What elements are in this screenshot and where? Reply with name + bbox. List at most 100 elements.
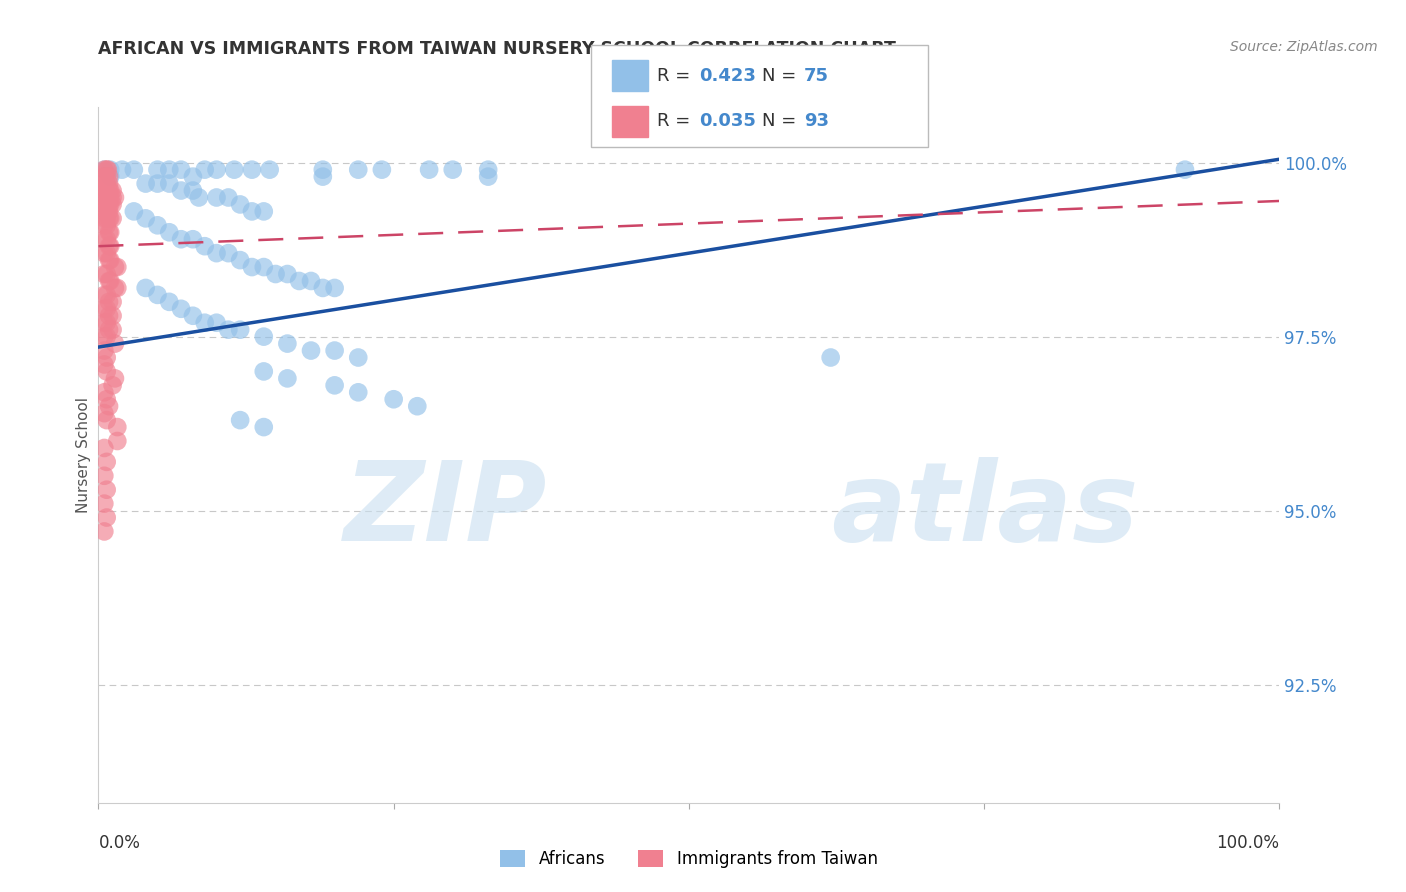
Point (406, 399, 429, 413)
Point (170, 301, 193, 316)
Point (96, 211, 118, 226)
Point (98, 225, 121, 239)
Point (105, 260, 128, 274)
Point (96, 197, 118, 211)
Point (93, 169, 115, 184)
Point (96, 177, 118, 191)
Point (229, 323, 252, 337)
Point (240, 260, 263, 274)
Point (98, 184, 121, 198)
Point (229, 413, 252, 427)
Point (194, 162, 217, 177)
Point (170, 162, 193, 177)
Point (170, 232, 193, 246)
Point (98, 274, 121, 288)
Point (96, 190, 118, 204)
Point (104, 190, 127, 204)
Point (96, 392, 118, 407)
Point (105, 281, 128, 295)
Point (347, 385, 370, 400)
Text: N =: N = (762, 112, 801, 130)
Point (98, 204, 121, 219)
Point (323, 378, 346, 392)
Point (101, 184, 124, 198)
Point (347, 162, 370, 177)
Point (146, 288, 169, 302)
Text: R =: R = (657, 112, 696, 130)
Point (98, 190, 121, 204)
Text: N =: N = (762, 67, 801, 85)
Point (96, 351, 118, 365)
Point (820, 351, 842, 365)
Point (253, 260, 276, 274)
Point (157, 162, 180, 177)
Point (323, 343, 346, 358)
Point (253, 204, 276, 219)
Point (96, 232, 118, 246)
Point (157, 225, 180, 239)
Point (312, 169, 335, 184)
Point (98, 239, 121, 253)
Point (323, 281, 346, 295)
Point (170, 184, 193, 198)
Point (98, 169, 121, 184)
Point (146, 162, 169, 177)
Point (93, 162, 115, 177)
Point (97, 162, 120, 177)
Point (96, 288, 118, 302)
Legend: Africans, Immigrants from Taiwan: Africans, Immigrants from Taiwan (494, 843, 884, 874)
Point (101, 197, 124, 211)
Point (312, 281, 335, 295)
Point (98, 197, 121, 211)
Point (96, 162, 118, 177)
Point (98, 309, 121, 323)
Text: 0.0%: 0.0% (98, 834, 141, 852)
Point (93, 316, 115, 330)
Point (96, 267, 118, 281)
Point (382, 392, 405, 407)
Point (347, 351, 370, 365)
Point (205, 246, 228, 260)
Point (98, 211, 121, 226)
Point (135, 281, 157, 295)
Point (104, 371, 127, 385)
Point (96, 316, 118, 330)
Point (101, 190, 124, 204)
Point (181, 184, 204, 198)
Point (93, 211, 115, 226)
Point (96, 301, 118, 316)
Text: Source: ZipAtlas.com: Source: ZipAtlas.com (1230, 40, 1378, 54)
Point (98, 225, 121, 239)
Point (101, 294, 124, 309)
Text: 0.423: 0.423 (699, 67, 755, 85)
Point (98, 169, 121, 184)
Point (96, 483, 118, 497)
Point (194, 316, 217, 330)
Point (93, 329, 115, 343)
Point (93, 246, 115, 260)
Text: AFRICAN VS IMMIGRANTS FROM TAIWAN NURSERY SCHOOL CORRELATION CHART: AFRICAN VS IMMIGRANTS FROM TAIWAN NURSER… (98, 40, 896, 58)
Point (259, 162, 281, 177)
Point (288, 274, 311, 288)
Point (135, 211, 157, 226)
Point (418, 162, 440, 177)
Point (98, 323, 121, 337)
Point (96, 413, 118, 427)
Point (96, 510, 118, 524)
Y-axis label: Nursery School: Nursery School (76, 397, 91, 513)
Point (122, 204, 145, 219)
Point (157, 294, 180, 309)
Point (276, 336, 298, 351)
Point (240, 204, 263, 219)
Point (93, 197, 115, 211)
Point (205, 162, 228, 177)
Point (1174, 162, 1197, 177)
Point (93, 468, 115, 483)
Point (299, 343, 322, 358)
Point (93, 204, 115, 219)
Point (93, 288, 115, 302)
Point (93, 406, 115, 420)
Point (98, 190, 121, 204)
Point (194, 239, 217, 253)
Point (135, 177, 157, 191)
